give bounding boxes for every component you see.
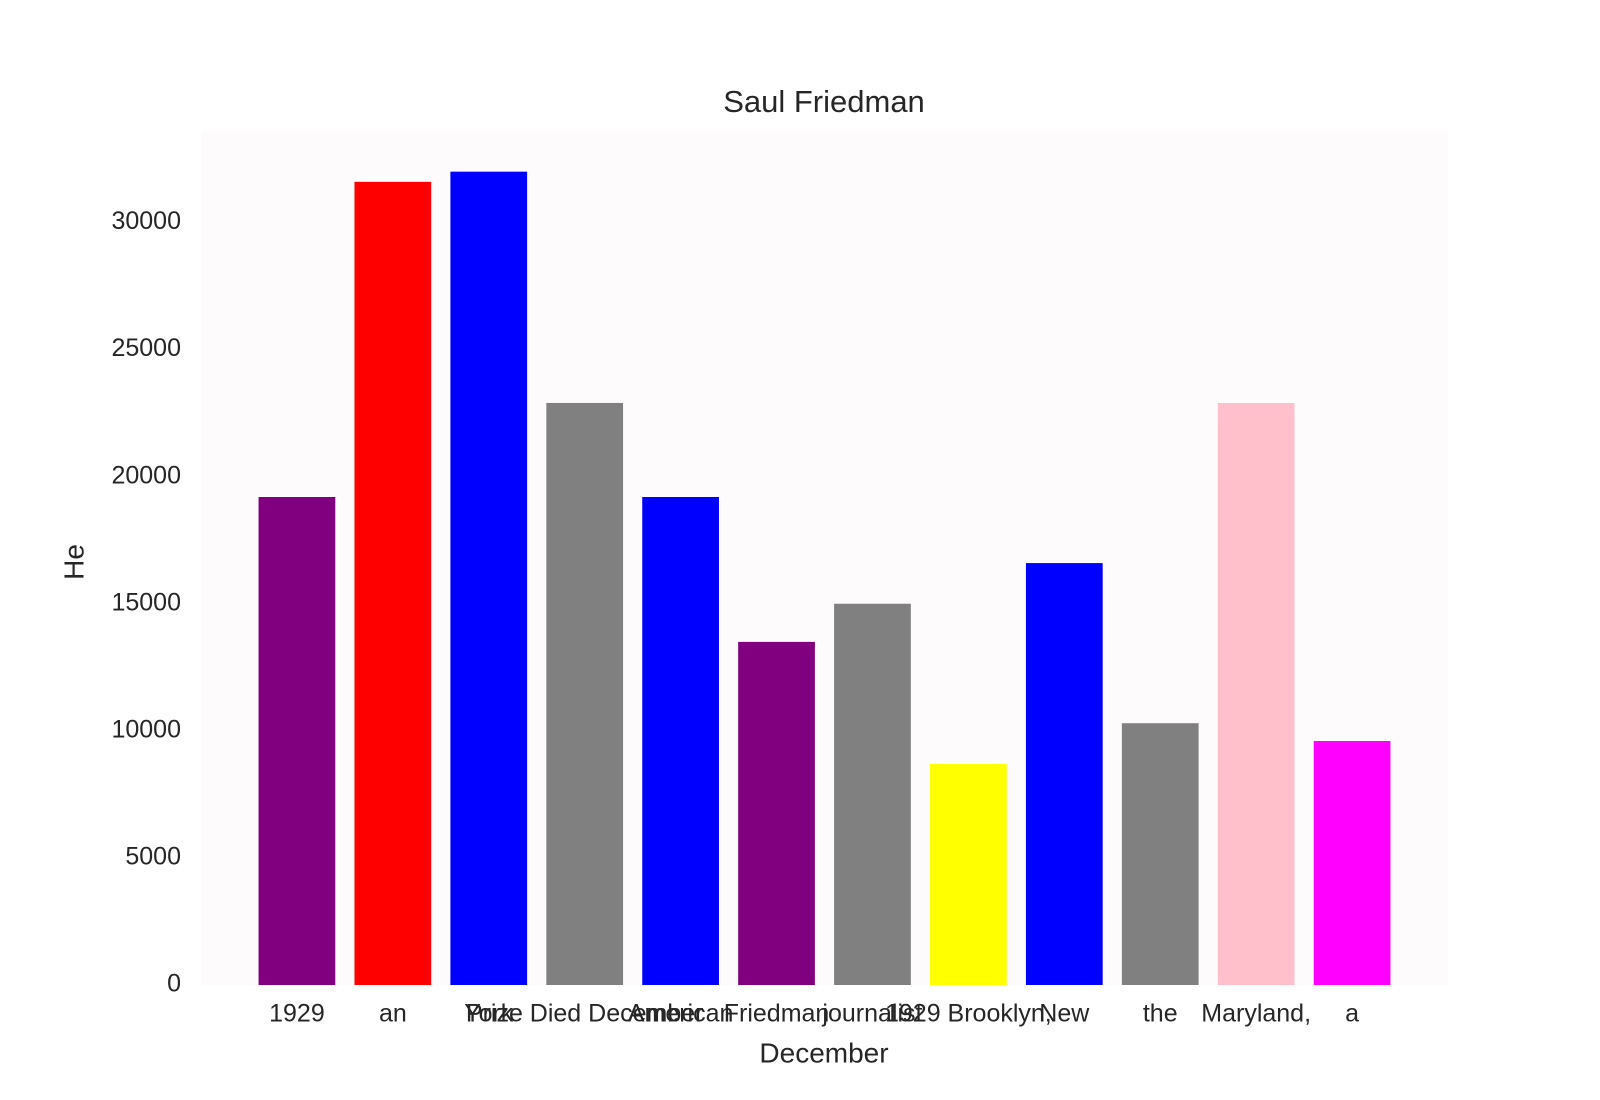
bar: [1025, 563, 1103, 985]
bar: [354, 181, 432, 986]
x-tick-label: New: [1039, 1000, 1090, 1028]
chart-title: Saul Friedman: [723, 84, 925, 119]
x-tick-label: American: [628, 1000, 734, 1028]
x-tick-label: 1929 Brooklyn,: [885, 1000, 1052, 1028]
x-tick-label: an: [379, 1000, 407, 1028]
bar: [546, 402, 624, 985]
bar: [834, 603, 911, 985]
y-tick-label: 15000: [111, 588, 181, 616]
x-tick-label: Maryland,: [1201, 1000, 1311, 1028]
bar: [1217, 402, 1295, 985]
y-axis-label: He: [58, 544, 89, 580]
bar: [450, 171, 528, 985]
x-tick-label: journalist: [821, 1000, 922, 1028]
x-tick-label: Prize Died December: [466, 1000, 704, 1028]
bar: [642, 497, 719, 985]
x-tick-label: York: [464, 1000, 514, 1028]
y-tick-label: 20000: [111, 461, 181, 489]
y-tick-label: 25000: [111, 334, 181, 362]
bar: [1313, 741, 1391, 985]
x-tick-label: 1929: [269, 1000, 325, 1028]
x-axis-label: December: [759, 1037, 888, 1068]
x-tick-label: Friedman: [724, 1000, 830, 1028]
y-tick-label: 5000: [125, 843, 181, 871]
y-tick-label: 0: [167, 970, 181, 998]
bar: [1121, 723, 1199, 985]
bar: [258, 497, 336, 985]
bar: [930, 763, 1007, 985]
y-tick-label: 30000: [111, 207, 181, 235]
y-tick-label: 10000: [111, 715, 181, 743]
x-tick-label: the: [1143, 1000, 1178, 1028]
x-tick-label: a: [1345, 1000, 1359, 1028]
bar: [738, 641, 815, 985]
